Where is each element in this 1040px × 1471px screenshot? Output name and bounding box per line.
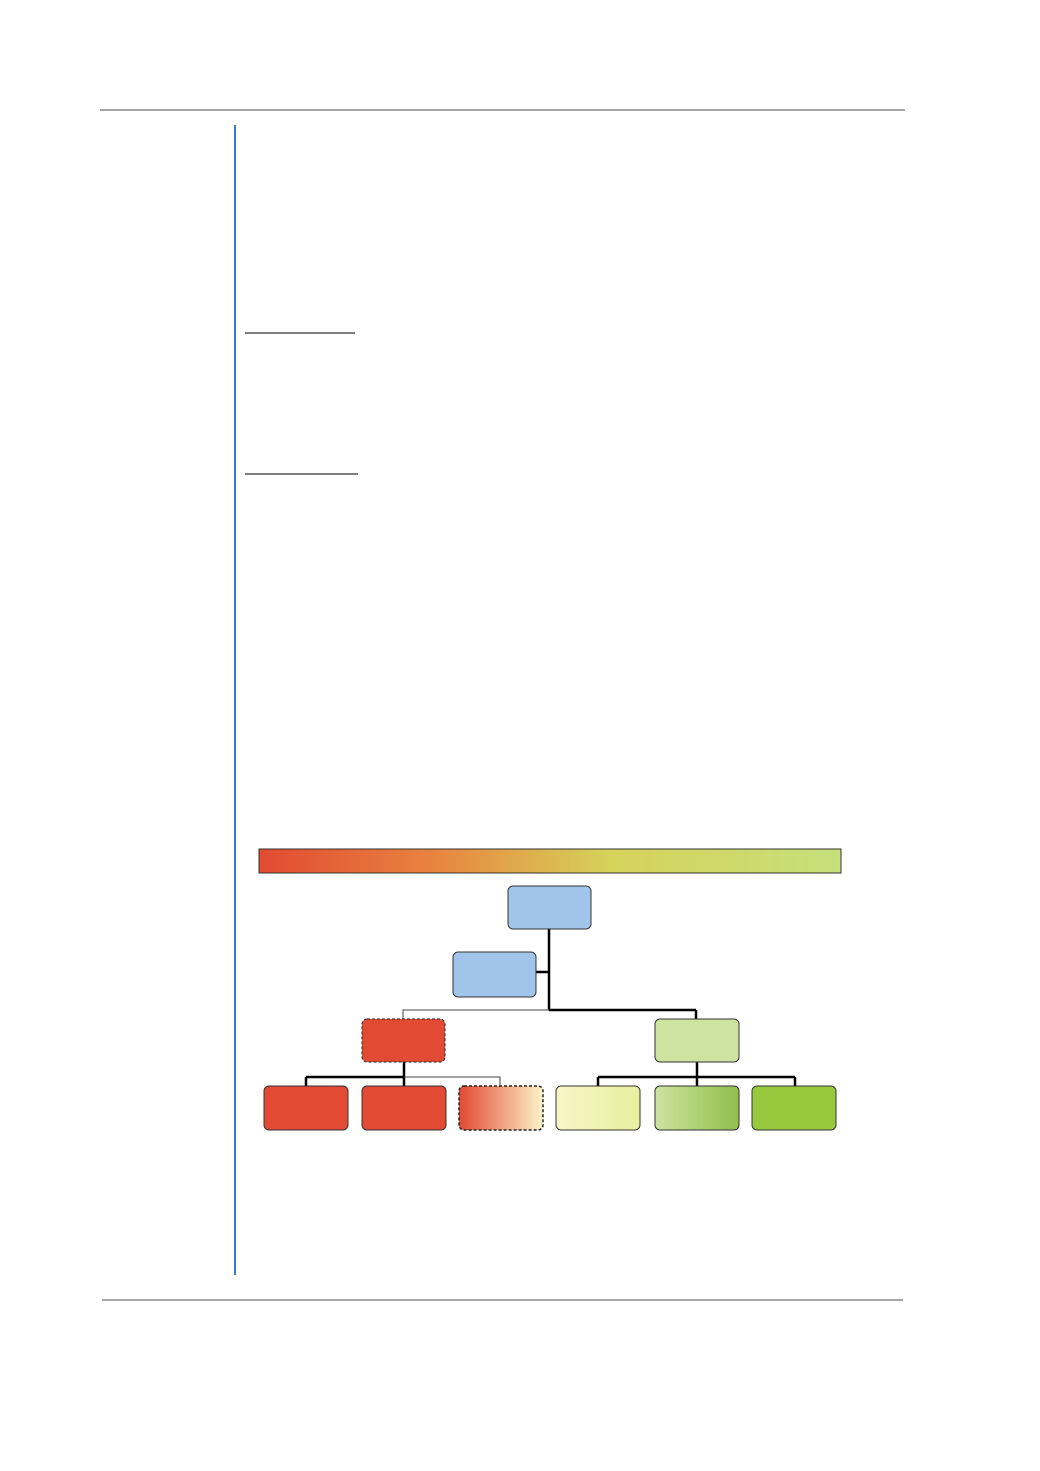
branch-node [361,1018,446,1063]
leaf-node [361,1085,447,1131]
leaf-node [555,1085,641,1131]
diagram [258,848,842,1131]
thin-connectors [402,1009,549,1086]
leaf-node [654,1085,740,1131]
leaf-node [458,1085,544,1131]
root-node [507,885,592,930]
branch-node [654,1018,740,1063]
connectors [304,929,797,1086]
leaf-node [263,1085,349,1131]
side-node [452,951,537,998]
color-scale [258,848,842,874]
leaf-node [751,1085,837,1131]
